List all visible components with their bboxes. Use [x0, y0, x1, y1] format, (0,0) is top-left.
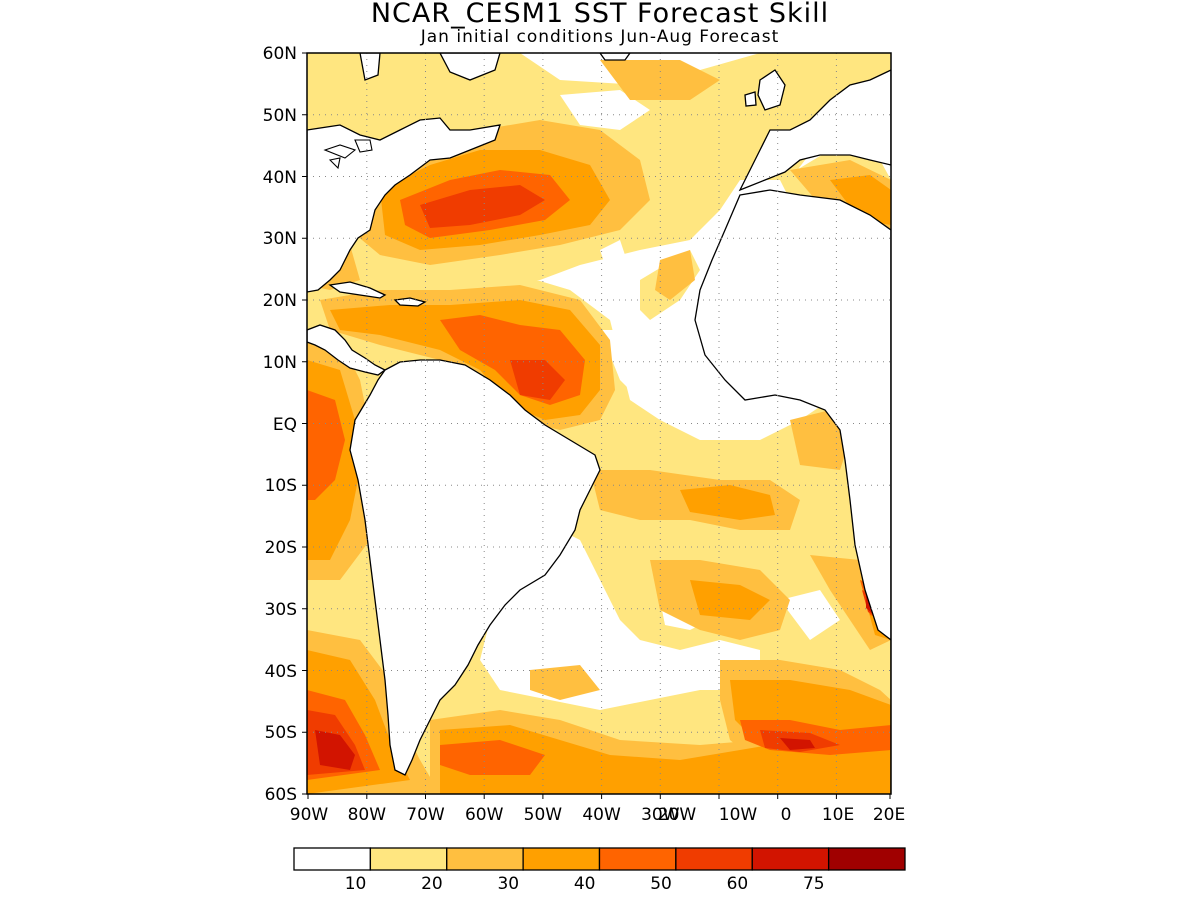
map-title: NCAR_CESM1 SST Forecast Skill — [370, 0, 830, 29]
lat-label: 40N — [263, 168, 297, 188]
ticks — [302, 52, 891, 799]
lon-label: 80W — [348, 805, 387, 825]
great-lakes — [323, 139, 373, 170]
colorbar-swatch — [675, 847, 753, 871]
colorbar-swatch — [369, 847, 448, 871]
colorbar-swatch — [522, 847, 601, 871]
lon-label: 20W — [658, 805, 697, 825]
colorbar-swatch — [827, 847, 906, 871]
lat-label: 60S — [265, 785, 297, 805]
colorbar-swatch — [293, 847, 372, 871]
colorbar-label: 60 — [727, 874, 749, 894]
colorbar-label: 10 — [345, 874, 367, 894]
land — [307, 53, 891, 794]
lat-label: 40S — [265, 662, 297, 682]
lat-label: 30N — [263, 229, 297, 249]
skill-field — [307, 53, 891, 794]
colorbar-swatch — [598, 847, 677, 871]
lon-label: 30W — [641, 805, 680, 825]
lat-label: 60N — [263, 44, 297, 64]
lon-label: 20E — [873, 805, 905, 825]
lat-label: 10S — [265, 476, 297, 496]
colorbar-label: 30 — [497, 874, 519, 894]
lon-label: 10E — [822, 805, 854, 825]
lat-label: 30S — [265, 600, 297, 620]
lon-label: 70W — [406, 805, 445, 825]
lat-label: 50N — [263, 106, 297, 126]
colorbar: 10 20 30 40 50 60 75 — [293, 847, 906, 894]
longitude-labels: 90W 80W 70W 60W 50W 40W 30W 20W 10W 0 10… — [290, 805, 905, 825]
lon-label: 90W — [290, 805, 329, 825]
lat-label: 50S — [265, 723, 297, 743]
lat-label: 10N — [263, 353, 297, 373]
lat-label: EQ — [273, 415, 297, 435]
lat-label: 20S — [265, 538, 297, 558]
colorbar-swatch — [751, 847, 830, 871]
colorbar-label: 50 — [650, 874, 672, 894]
lon-label: 50W — [524, 805, 563, 825]
colorbar-swatch — [446, 847, 524, 871]
lon-label: 10W — [719, 805, 758, 825]
colorbar-label: 75 — [803, 874, 825, 894]
lon-label: 0 — [781, 805, 792, 825]
colorbar-label: 20 — [421, 874, 443, 894]
colorbar-label: 40 — [574, 874, 596, 894]
lon-label: 40W — [582, 805, 621, 825]
lat-label: 20N — [263, 291, 297, 311]
lon-label: 60W — [465, 805, 504, 825]
graticule — [307, 53, 891, 794]
latitude-labels: 60N 50N 40N 30N 20N 10N EQ 10S 20S 30S 4… — [263, 44, 297, 805]
map-subtitle: Jan initial conditions Jun-Aug Forecast — [420, 27, 780, 47]
